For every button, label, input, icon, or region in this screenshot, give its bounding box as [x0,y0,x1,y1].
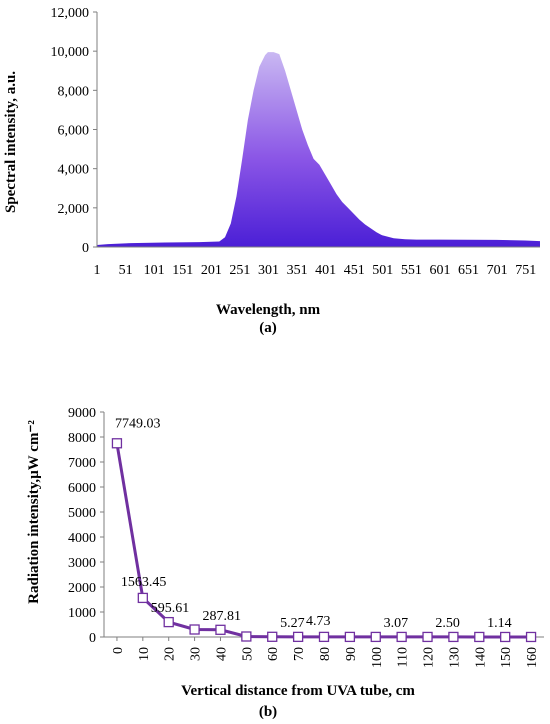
spectrum-x-tick-label: 751 [515,263,536,278]
spectrum-x-tick-label: 601 [429,263,450,278]
radiation-x-axis-title: Vertical distance from UVA tube, cm [181,683,415,699]
panel-label-a: (a) [259,320,277,336]
spectrum-x-tick-label: 701 [487,263,508,278]
radiation-x-tick-label: 100 [370,647,385,668]
spectrum-x-tick-label: 501 [372,263,393,278]
radiation-x-tick-label: 20 [163,647,178,661]
spectrum-y-tick-label: 0 [82,241,89,256]
radiation-y-tick-label: 5000 [68,506,96,521]
spectrum-x-tick-label: 101 [144,263,165,278]
radiation-data-point [292,631,304,643]
radiation-x-tick-label: 150 [499,647,514,668]
radiation-x-tick-label: 80 [318,647,333,661]
radiation-x-tick-label: 0 [111,647,126,654]
radiation-y-tick-label: 4000 [68,531,96,546]
panel-label-b: (b) [259,704,277,720]
spectrum-x-tick-label: 51 [119,263,133,278]
radiation-y-tick-label: 6000 [68,481,96,496]
radiation-chart: 0 1000 2000 3000 4000 5000 6000 7000 8000 9000 0 1… [26,406,544,720]
radiation-x-tick-label: 160 [525,647,540,668]
spectrum-area [97,52,540,247]
radiation-y-tick-label: 7000 [68,456,96,471]
spectrum-y-tick-label: 12,000 [51,6,90,21]
spectrum-x-tick-label: 1 [94,263,101,278]
radiation-x-tick-label: 70 [292,647,307,661]
radiation-data-point [500,631,511,643]
radiation-data-label: 7749.03 [115,416,161,431]
spectrum-x-axis-title: Wavelength, nm [216,302,321,318]
spectrum-x-tick-label: 201 [201,263,222,278]
radiation-y-tick-label: 1000 [68,606,96,621]
spectrum-y-tick-label: 6,000 [58,124,90,139]
radiation-y-tick-label: 0 [89,631,96,646]
radiation-x-tick-label: 120 [422,647,437,668]
radiation-data-label: 287.81 [202,609,241,624]
radiation-data-point [267,631,278,642]
radiation-y-axis-title: Radiation intensity,µW cm⁻² [26,420,42,604]
radiation-data-point [241,631,252,642]
radiation-data-label: 3.07 [384,616,409,631]
radiation-data-point [318,631,330,643]
radiation-data-point [215,624,226,635]
radiation-y-tick-label: 9000 [68,406,96,421]
radiation-x-tick-label: 130 [447,647,462,668]
radiation-x-tick-label: 10 [137,647,152,661]
radiation-y-tick-label: 3000 [68,556,96,571]
radiation-data-label: 5.27 [280,616,305,631]
spectrum-x-tick-label: 451 [344,263,365,278]
spectrum-x-tick-label: 301 [258,263,279,278]
radiation-x-tick-label: 30 [189,647,204,661]
radiation-x-tick-label: 40 [214,647,229,661]
radiation-x-tick-label: 60 [266,647,281,661]
radiation-data-point [189,624,200,635]
radiation-data-point [111,438,123,449]
radiation-x-tick-label: 50 [240,647,255,661]
radiation-data-point [448,631,459,643]
spectrum-y-tick-label: 10,000 [51,45,90,60]
radiation-data-point [525,631,537,643]
radiation-x-tick-label: 140 [473,647,488,668]
radiation-data-point [474,631,485,643]
spectrum-x-tick-label: 651 [458,263,479,278]
radiation-y-tick-label: 8000 [68,431,96,446]
radiation-data-label: 595.61 [151,601,190,616]
spectrum-y-tick-label: 2,000 [58,202,90,217]
radiation-y-tick-label: 2000 [68,581,96,596]
radiation-data-point [137,592,148,604]
spectrum-x-tick-label: 151 [172,263,193,278]
radiation-data-label: 4.73 [306,614,331,629]
radiation-data-point [163,616,174,628]
spectrum-y-tick-label: 4,000 [58,163,90,178]
spectrum-x-tick-label: 551 [401,263,422,278]
radiation-x-tick-label: 110 [396,647,411,667]
radiation-data-label: 1563.45 [121,575,167,590]
radiation-data-point [370,631,381,643]
radiation-data-point [422,631,433,643]
spectrum-y-tick-label: 8,000 [58,84,90,99]
spectrum-x-tick-label: 251 [229,263,250,278]
spectrum-x-tick-label: 401 [315,263,336,278]
spectrum-y-axis-title: Spectral intensity, a.u. [3,71,19,213]
radiation-x-tick-label: 90 [344,647,359,661]
radiation-data-label: 2.50 [435,616,460,631]
radiation-data-label: 1.14 [487,616,512,631]
spectrum-x-tick-label: 351 [287,263,308,278]
radiation-data-point [344,631,356,643]
radiation-data-point [396,631,407,643]
